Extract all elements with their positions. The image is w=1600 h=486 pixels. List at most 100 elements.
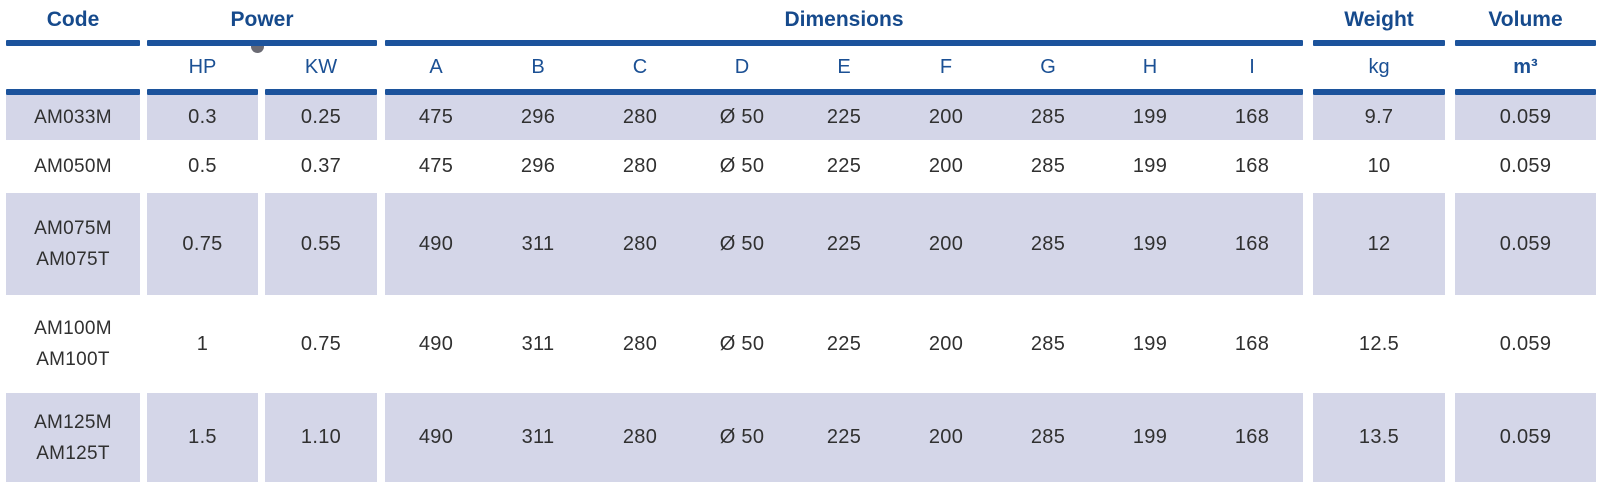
cell-dim-a: 490 xyxy=(385,193,487,295)
cell-kg: 10 xyxy=(1367,155,1391,177)
rule2-volume xyxy=(1455,89,1596,95)
cell-dim-d: Ø 50 xyxy=(691,95,793,140)
rule2-dims xyxy=(385,89,1303,95)
code-text: AM033M xyxy=(34,107,112,128)
table-row: AM050M 0.5 0.37 475 296 280 Ø 50 225 200… xyxy=(0,140,1600,193)
cell-dim-b: 296 xyxy=(487,95,589,140)
cell-dim-c: 280 xyxy=(622,155,658,177)
cell-dim-i: 168 xyxy=(1234,332,1270,355)
cell-dim-f: 200 xyxy=(895,95,997,140)
cell-dim-c: 280 xyxy=(589,95,691,140)
cell-dim-i: 168 xyxy=(1234,155,1270,177)
cell-dim-e: 225 xyxy=(793,95,895,140)
cell-dim-c: 280 xyxy=(589,393,691,482)
col-dim-e: E xyxy=(837,56,851,78)
col-group-volume: Volume xyxy=(1488,8,1563,31)
col-group-dimensions: Dimensions xyxy=(784,8,904,31)
cell-hp: 0.75 xyxy=(147,193,258,295)
cell-hp: 1.5 xyxy=(147,393,258,482)
table-row: AM100M AM100T 1 0.75 490 311 280 Ø 50 22… xyxy=(0,295,1600,393)
col-dim-c: C xyxy=(632,56,648,78)
cell-code: AM050M xyxy=(6,140,140,193)
cell-dim-d: Ø 50 xyxy=(719,155,765,177)
cell-dim-d: Ø 50 xyxy=(719,332,765,355)
group-header-rule xyxy=(0,40,1600,46)
col-dim-h: H xyxy=(1142,56,1158,78)
table-row: AM075M AM075T 0.75 0.55 490 311 280 Ø 50… xyxy=(0,193,1600,295)
cell-dim-a: 490 xyxy=(385,393,487,482)
rule-power xyxy=(147,40,377,46)
cell-dim-i: 168 xyxy=(1201,393,1303,482)
table-group-header-row: Code Power Dimensions Weight Volume xyxy=(0,0,1600,40)
cell-dim-c: 280 xyxy=(622,332,658,355)
code-text: AM075T xyxy=(36,249,110,270)
cell-dim-e: 225 xyxy=(826,155,862,177)
cell-dim-b: 296 xyxy=(520,155,556,177)
cell-dim-h: 199 xyxy=(1132,332,1168,355)
table-row: AM125M AM125T 1.5 1.10 490 311 280 Ø 50 … xyxy=(0,393,1600,482)
rule2-kw xyxy=(265,89,377,95)
cell-dim-h: 199 xyxy=(1099,193,1201,295)
cell-dim-f: 200 xyxy=(928,155,964,177)
cell-dim-i: 168 xyxy=(1201,95,1303,140)
cell-m3: 0.059 xyxy=(1455,393,1596,482)
print-artifact-mark xyxy=(251,46,264,53)
cell-kw: 0.55 xyxy=(265,193,377,295)
cell-kw: 0.75 xyxy=(300,332,342,355)
cell-hp: 0.5 xyxy=(188,155,217,177)
col-group-code: Code xyxy=(46,8,100,31)
col-hp: HP xyxy=(188,56,217,78)
cell-kg: 13.5 xyxy=(1313,393,1445,482)
cell-dim-d: Ø 50 xyxy=(691,193,793,295)
cell-dim-e: 225 xyxy=(826,332,862,355)
cell-m3: 0.059 xyxy=(1455,95,1596,140)
cell-kg: 9.7 xyxy=(1313,95,1445,140)
cell-dim-b: 311 xyxy=(521,332,555,355)
table-subheader-row: HP KW A B C D E F G H I kg m³ xyxy=(0,46,1600,89)
code-text: AM100T xyxy=(36,349,110,370)
cell-hp: 0.3 xyxy=(147,95,258,140)
cell-dim-a: 475 xyxy=(385,95,487,140)
cell-hp: 1 xyxy=(196,332,209,355)
rule-volume xyxy=(1455,40,1596,46)
rule2-weight xyxy=(1313,89,1445,95)
col-dim-f: F xyxy=(939,56,953,78)
col-dim-g: G xyxy=(1040,56,1056,78)
cell-dim-e: 225 xyxy=(793,193,895,295)
cell-dim-h: 199 xyxy=(1099,95,1201,140)
cell-kg: 12.5 xyxy=(1358,332,1400,355)
cell-m3: 0.059 xyxy=(1499,332,1552,355)
cell-kw: 0.25 xyxy=(265,95,377,140)
table-row: AM033M 0.3 0.25 475 296 280 Ø 50 225 200… xyxy=(0,95,1600,140)
col-group-power: Power xyxy=(230,8,294,31)
code-text: AM125M xyxy=(34,411,112,433)
cell-dim-f: 200 xyxy=(895,393,997,482)
cell-dim-d: Ø 50 xyxy=(691,393,793,482)
rule-code xyxy=(6,40,140,46)
cell-dim-a: 475 xyxy=(418,155,454,177)
col-group-weight: Weight xyxy=(1344,8,1414,31)
cell-dim-f: 200 xyxy=(895,193,997,295)
col-m3: m³ xyxy=(1513,56,1538,78)
rule-weight xyxy=(1313,40,1445,46)
rule2-code xyxy=(6,89,140,95)
cell-code: AM033M xyxy=(6,95,140,140)
col-dim-a: A xyxy=(429,56,443,78)
cell-code: AM125M AM125T xyxy=(6,393,140,482)
cell-dim-g: 285 xyxy=(997,393,1099,482)
cell-dim-f: 200 xyxy=(928,332,964,355)
rule2-hp xyxy=(147,89,258,95)
cell-dim-b: 311 xyxy=(487,193,589,295)
cell-kg: 12 xyxy=(1313,193,1445,295)
cell-dim-g: 285 xyxy=(1030,155,1066,177)
code-text: AM125T xyxy=(36,442,110,464)
cell-dim-i: 168 xyxy=(1201,193,1303,295)
cell-kw: 1.10 xyxy=(265,393,377,482)
cell-dim-b: 311 xyxy=(487,393,589,482)
code-text: AM075M xyxy=(34,218,112,239)
code-text: AM100M xyxy=(34,318,112,339)
cell-dim-h: 199 xyxy=(1132,155,1168,177)
cell-dim-g: 285 xyxy=(1030,332,1066,355)
col-kw: KW xyxy=(304,56,338,78)
cell-code: AM075M AM075T xyxy=(6,193,140,295)
